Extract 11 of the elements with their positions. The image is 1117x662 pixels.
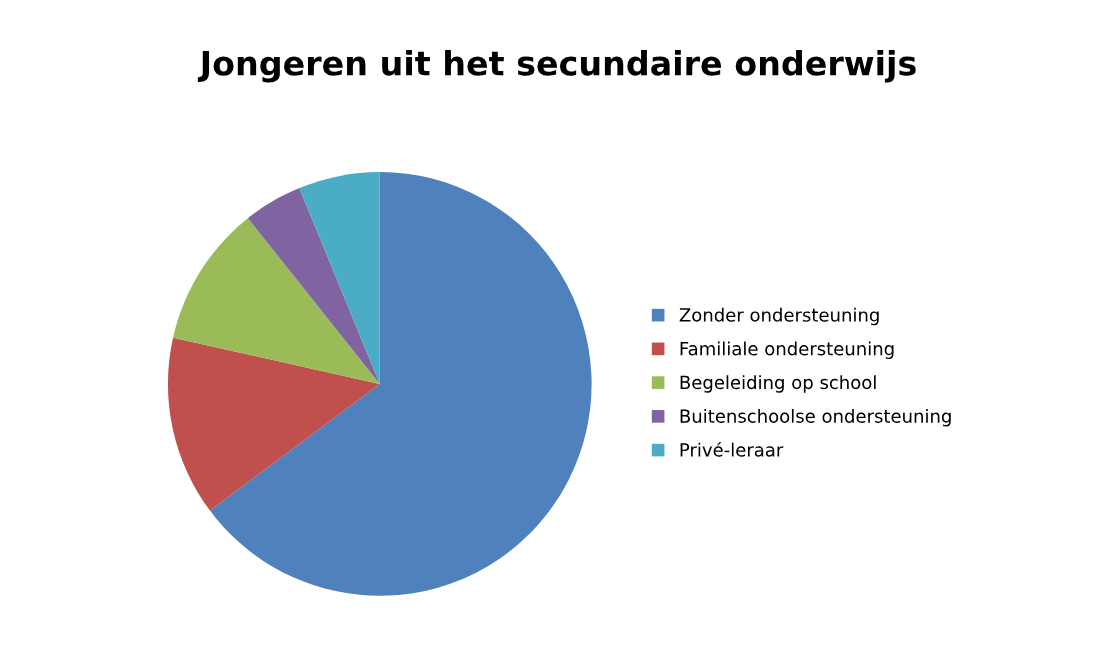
legend-label: Familiale ondersteuning	[680, 341, 894, 359]
pie-slice	[209, 172, 592, 596]
legend-label: Privé-leraar	[680, 441, 784, 457]
pie-slice	[173, 218, 380, 384]
pie-slice	[247, 187, 380, 384]
pie-slice	[299, 172, 380, 384]
pie-slice	[167, 337, 380, 511]
legend-label: Begeleiding op school	[680, 375, 876, 393]
legend-label: Zonder ondersteuning	[679, 307, 879, 326]
chart-title: Jongeren uit het secundaire onderwijs	[197, 49, 916, 83]
legend-label: Buitenschoolse ondersteuning	[680, 408, 951, 427]
